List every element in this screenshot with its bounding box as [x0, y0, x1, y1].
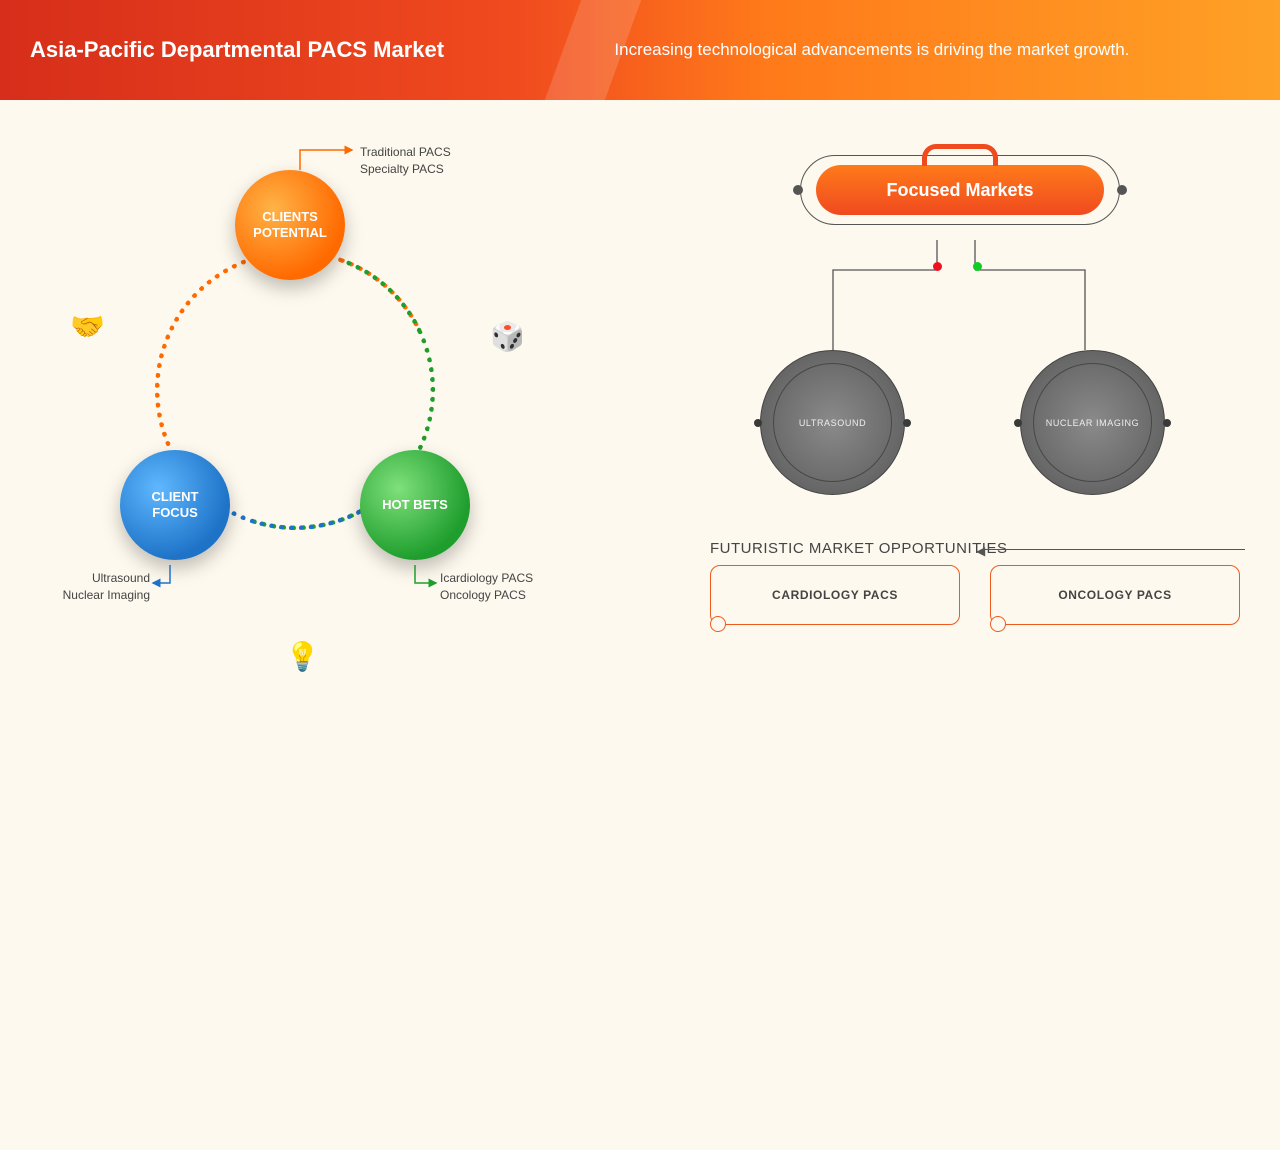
pill-hanger	[922, 144, 998, 166]
opportunity-label: ONCOLOGY PACS	[1058, 588, 1171, 602]
led-red-icon	[933, 262, 942, 271]
focused-markets-panel: Focused Markets ULTRASOUND NUCLEAR IMAGI…	[640, 100, 1280, 680]
tree-connector	[825, 230, 1105, 360]
node-label: HOT BETS	[382, 497, 448, 513]
node-label: CLIENTS POTENTIAL	[243, 209, 337, 242]
pill-dot	[793, 185, 803, 195]
opportunity-oncology: ONCOLOGY PACS	[990, 565, 1240, 625]
node-clients-potential: CLIENTS POTENTIAL	[235, 170, 345, 280]
opportunity-label: CARDIOLOGY PACS	[772, 588, 898, 602]
callout-line: Specialty PACS	[360, 161, 451, 178]
callout-line: Nuclear Imaging	[50, 587, 150, 604]
knob-ring	[1033, 363, 1152, 482]
callout-line: Traditional PACS	[360, 144, 451, 161]
focused-markets-title: Focused Markets	[816, 165, 1104, 215]
content-area: 🤝 🎲 💡 CLIENTS POTENTIAL CLIENT FOCUS HOT…	[0, 100, 1280, 680]
handshake-icon: 🤝	[70, 310, 105, 343]
knob-dot	[903, 419, 911, 427]
knob-dot	[1014, 419, 1022, 427]
fmo-heading: FUTURISTIC MARKET OPPORTUNITIES	[710, 540, 1007, 557]
lightbulb-icon: 💡	[285, 640, 320, 673]
callout-clients-potential: Traditional PACS Specialty PACS	[360, 144, 451, 178]
knob-dot	[754, 419, 762, 427]
header-banner: Asia-Pacific Departmental PACS Market In…	[0, 0, 1280, 100]
callout-line: Ultrasound	[50, 570, 150, 587]
knob-ring	[773, 363, 892, 482]
header-subtitle: Increasing technological advancements is…	[614, 38, 1280, 62]
callout-client-focus: Ultrasound Nuclear Imaging	[50, 570, 150, 1150]
arrow-left-icon: ◀	[976, 544, 985, 558]
page-title: Asia-Pacific Departmental PACS Market	[0, 36, 614, 65]
knob-ultrasound: ULTRASOUND	[760, 350, 905, 495]
knob-nuclear-imaging: NUCLEAR IMAGING	[1020, 350, 1165, 495]
dice-icon: 🎲	[490, 320, 525, 353]
node-label: CLIENT FOCUS	[128, 489, 222, 522]
led-green-icon	[973, 262, 982, 271]
node-client-focus: CLIENT FOCUS	[120, 450, 230, 560]
box-ring-icon	[710, 616, 726, 632]
node-hot-bets: HOT BETS	[360, 450, 470, 560]
cycle-diagram: 🤝 🎲 💡 CLIENTS POTENTIAL CLIENT FOCUS HOT…	[0, 100, 620, 680]
fmo-divider	[985, 549, 1245, 550]
knob-dot	[1163, 419, 1171, 427]
box-ring-icon	[990, 616, 1006, 632]
opportunity-cardiology: CARDIOLOGY PACS	[710, 565, 960, 625]
pill-dot	[1117, 185, 1127, 195]
focused-markets-pill: Focused Markets	[800, 155, 1120, 225]
